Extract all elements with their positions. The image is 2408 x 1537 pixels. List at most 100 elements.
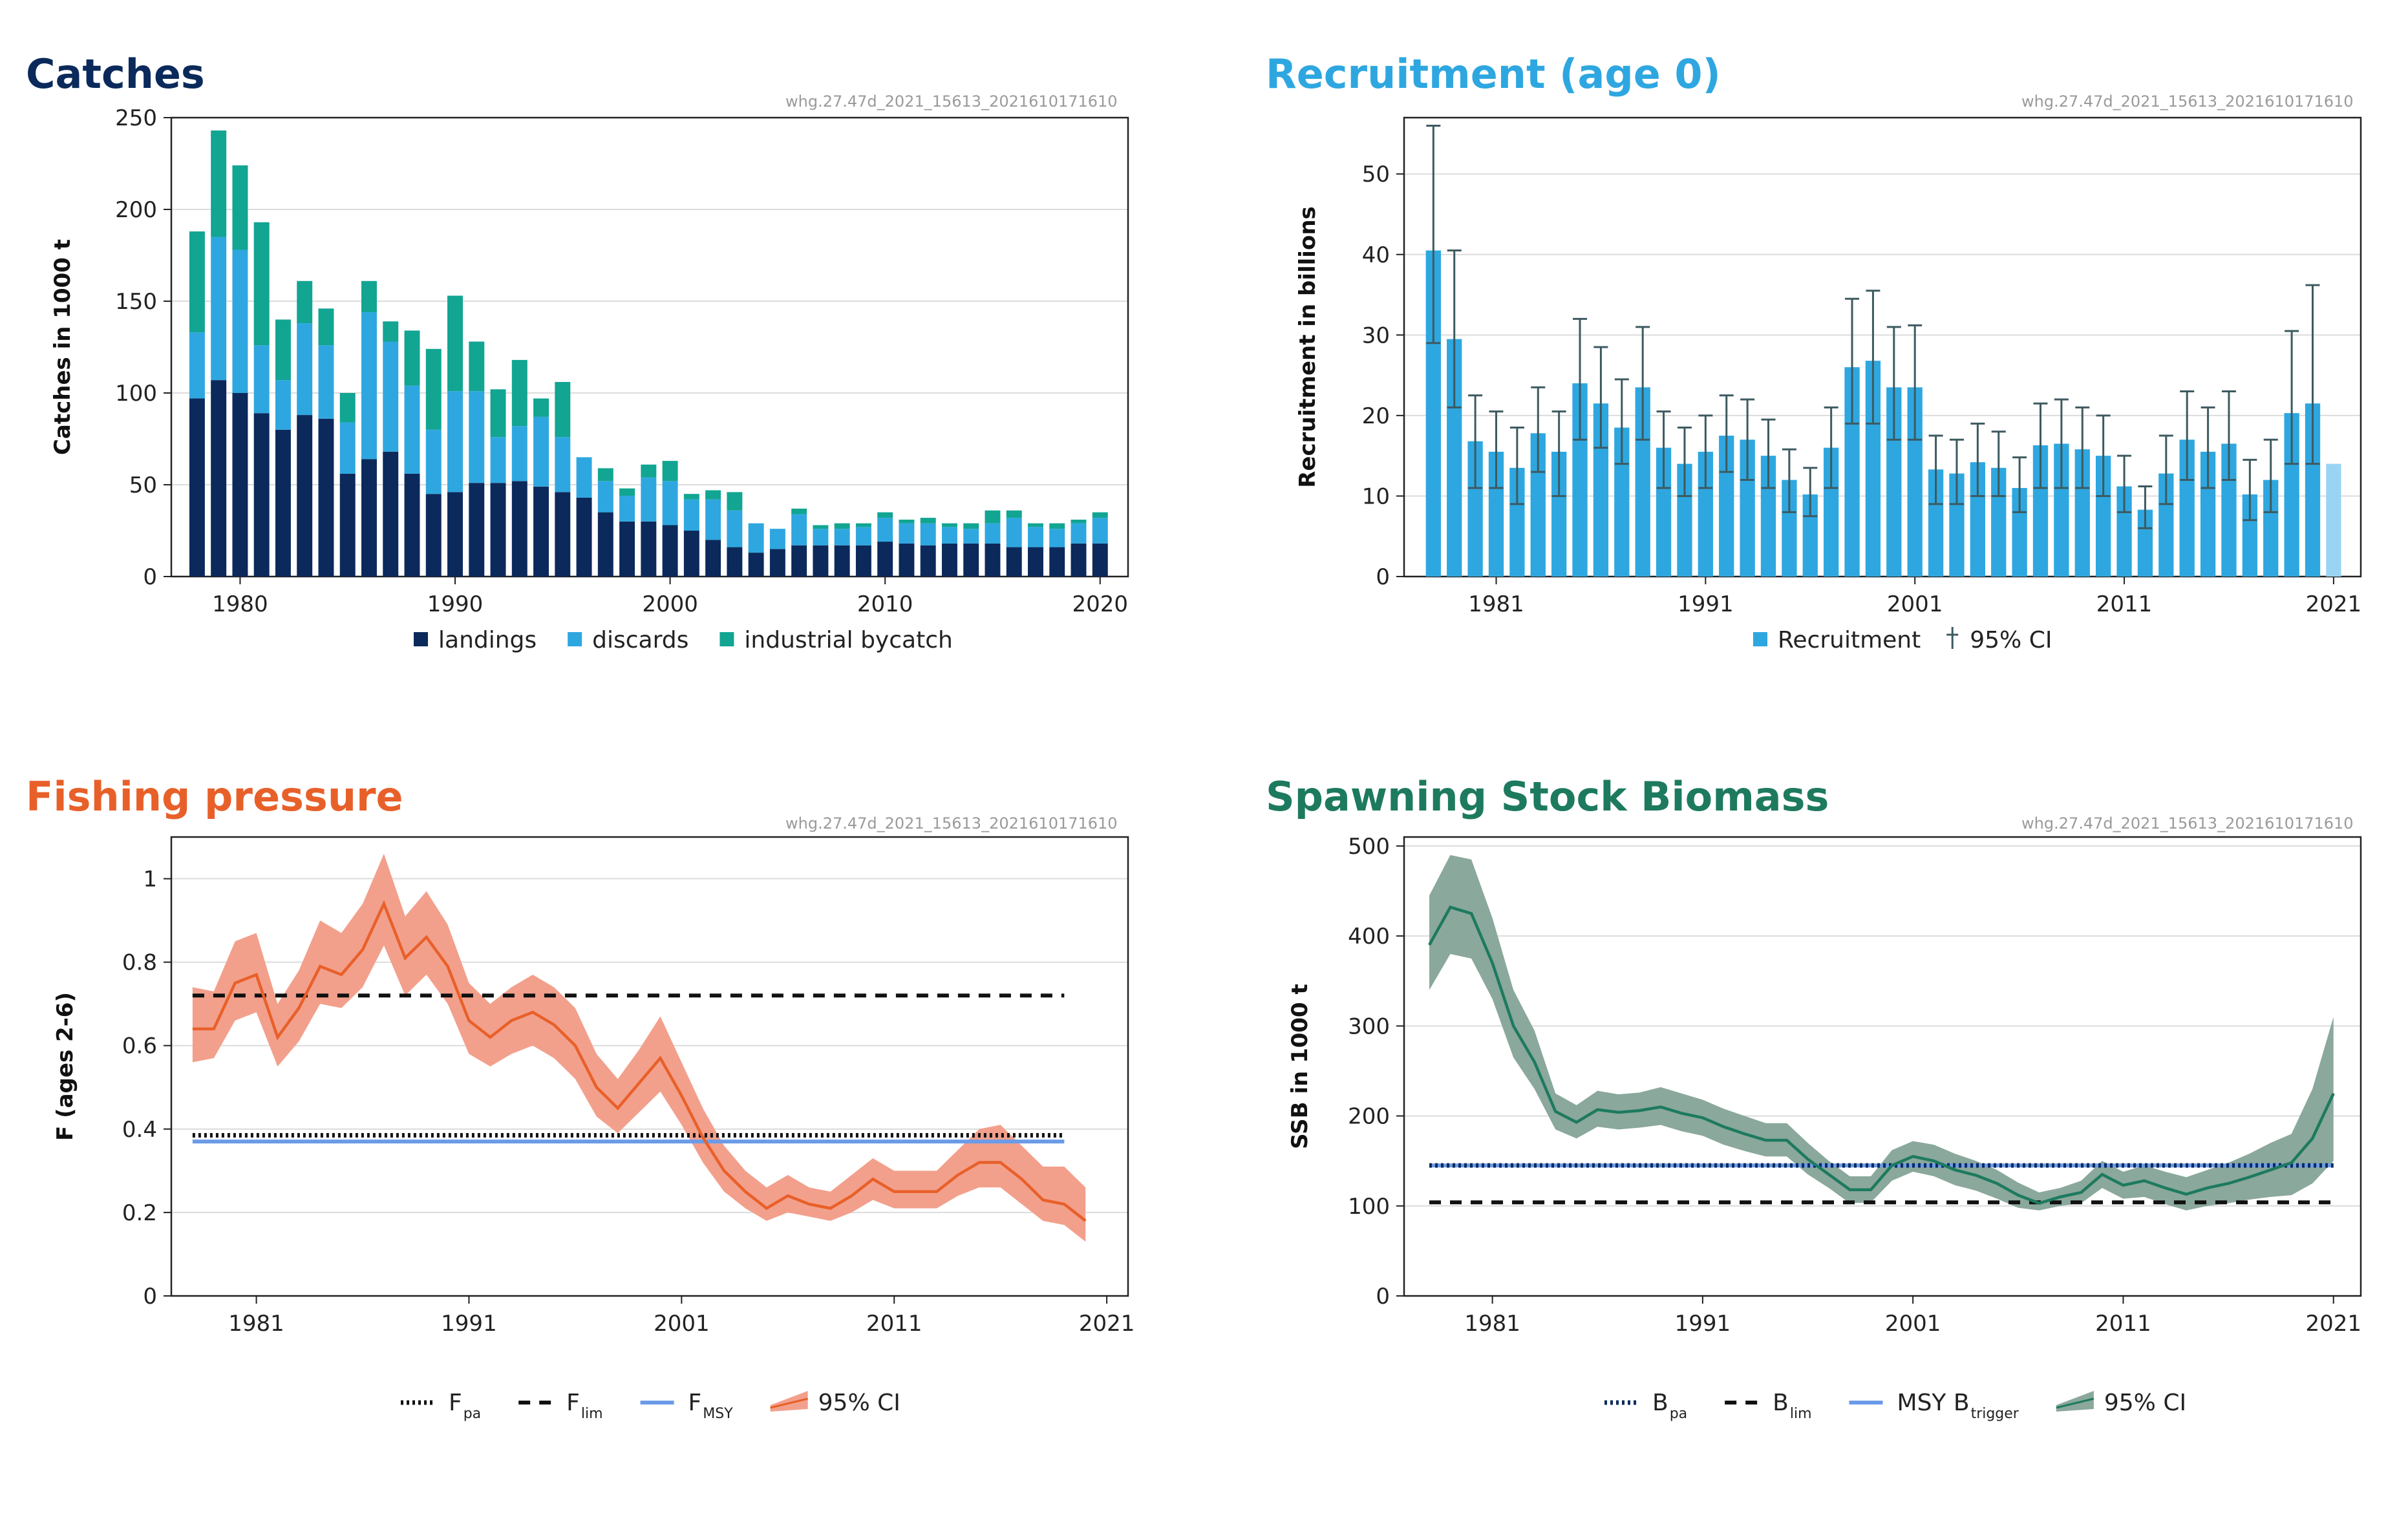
catches-y-tick-label: 50 bbox=[129, 472, 157, 498]
fishing-x-tick-label: 2011 bbox=[866, 1311, 922, 1337]
catches-bar-landings bbox=[1028, 547, 1043, 577]
fishing-panel: Fishing pressure whg.27.47d_2021_15613_2… bbox=[0, 763, 1204, 1537]
catches-bar-landings bbox=[597, 512, 613, 577]
ssb-y-tick-label: 200 bbox=[1348, 1104, 1390, 1130]
recruitment-bar bbox=[1991, 467, 2007, 577]
fishing-legend-ci-line bbox=[770, 1397, 809, 1409]
catches-bar-landings bbox=[727, 547, 743, 577]
ssb-legend-subscript: lim bbox=[1790, 1406, 1812, 1422]
catches-bar-industrial-bycatch bbox=[1006, 510, 1022, 518]
catches-bar-industrial-bycatch bbox=[813, 525, 829, 529]
catches-bar-discards bbox=[361, 312, 377, 460]
fishing-y-tick-label: 1 bbox=[143, 867, 157, 893]
catches-bar-discards bbox=[533, 416, 549, 487]
catches-panel: Catches whg.27.47d_2021_15613_2021610171… bbox=[0, 0, 1204, 763]
ssb-plot-frame bbox=[1403, 836, 2362, 1297]
fishing-title: Fishing pressure bbox=[26, 773, 403, 820]
recruitment-bar bbox=[2012, 487, 2027, 577]
catches-bar-landings bbox=[511, 481, 527, 577]
catches-bar-discards bbox=[985, 523, 1001, 544]
catches-bar-industrial-bycatch bbox=[383, 321, 399, 342]
catches-bar-industrial-bycatch bbox=[318, 308, 334, 346]
catches-bar-industrial-bycatch bbox=[855, 523, 871, 527]
catches-bar-landings bbox=[899, 543, 915, 577]
ssb-x-tick-label: 2001 bbox=[1885, 1311, 1941, 1337]
fishing-chart: 0 0.2 0.4 0.6 0.8 1 1981 1991 2001 2011 2021 F (age… bbox=[52, 836, 1135, 1422]
catches-bar-discards bbox=[1028, 527, 1043, 547]
recruitment-bar bbox=[1740, 440, 1755, 577]
catches-bar-discards bbox=[339, 422, 356, 474]
ssb-legend-subscript: trigger bbox=[1971, 1406, 2019, 1422]
fishing-y-tick-label: 0.4 bbox=[122, 1117, 157, 1143]
catches-bar-discards bbox=[834, 529, 850, 546]
catches-stock-id: whg.27.47d_2021_15613_2021610171610 bbox=[785, 92, 1118, 111]
catches-bar-industrial-bycatch bbox=[232, 165, 248, 250]
catches-bar-discards bbox=[490, 437, 506, 483]
catches-bar-landings bbox=[641, 521, 657, 577]
catches-x-tick-label: 1990 bbox=[427, 591, 484, 617]
catches-bar-landings bbox=[253, 413, 270, 577]
catches-bar-discards bbox=[297, 323, 313, 416]
ssb-legend-subscript: pa bbox=[1670, 1406, 1687, 1422]
catches-bar-discards bbox=[855, 527, 871, 546]
recruitment-bar bbox=[1886, 387, 1902, 577]
recruitment-bar bbox=[1760, 456, 1776, 577]
catches-bar-landings bbox=[1071, 543, 1087, 577]
recruitment-bar bbox=[2137, 509, 2153, 577]
catches-bar-discards bbox=[232, 249, 248, 393]
recruitment-plot-frame bbox=[1403, 116, 2362, 578]
recruitment-bar bbox=[2032, 445, 2049, 577]
fishing-legend-subscript: MSY bbox=[703, 1406, 733, 1422]
recruitment-bar bbox=[1719, 436, 1734, 577]
catches-bar-discards bbox=[1071, 523, 1087, 544]
recruitment-bar bbox=[1782, 480, 1797, 577]
catches-bar-discards bbox=[318, 345, 334, 419]
catches-y-axis-label: Catches in 1000 t bbox=[50, 239, 76, 455]
recruitment-y-axis-label: Recruitment in billions bbox=[1295, 206, 1321, 488]
ssb-y-axis-label: SSB in 1000 t bbox=[1287, 984, 1313, 1149]
catches-bar-landings bbox=[985, 543, 1001, 577]
catches-x-tick-label: 2000 bbox=[642, 591, 698, 617]
fishing-legend-ci-swatch bbox=[770, 1391, 808, 1412]
catches-legend-label: landings bbox=[438, 627, 537, 653]
ssb-legend-label: B bbox=[1773, 1390, 1789, 1416]
recruitment-stock-id: whg.27.47d_2021_15613_2021610171610 bbox=[2021, 92, 2354, 111]
catches-bar-landings bbox=[769, 549, 785, 577]
catches-y-tick-label: 0 bbox=[143, 564, 157, 590]
catches-bar-discards bbox=[662, 481, 678, 525]
ssb-estimate-line bbox=[1428, 905, 2335, 1205]
recruitment-bar bbox=[2116, 486, 2132, 577]
catches-bar-landings bbox=[576, 497, 592, 577]
catches-y-tick-label: 250 bbox=[115, 105, 157, 131]
catches-bar-industrial-bycatch bbox=[275, 319, 291, 381]
recruitment-bar bbox=[2221, 443, 2237, 577]
ssb-title: Spawning Stock Biomass bbox=[1266, 773, 1829, 820]
catches-bar-industrial-bycatch bbox=[641, 464, 657, 478]
catches-bar-industrial-bycatch bbox=[920, 518, 936, 524]
ssb-y-tick-label: 300 bbox=[1348, 1013, 1390, 1039]
recruitment-bar bbox=[1677, 463, 1692, 577]
catches-legend-swatch bbox=[568, 632, 582, 646]
catches-bar-landings bbox=[662, 525, 678, 577]
fishing-x-tick-label: 2001 bbox=[654, 1311, 710, 1337]
catches-bar-industrial-bycatch bbox=[404, 330, 420, 386]
recruitment-panel: Recruitment (age 0) whg.27.47d_2021_1561… bbox=[1204, 0, 2408, 763]
catches-bar-landings bbox=[533, 486, 549, 577]
recruitment-bar bbox=[1928, 469, 1944, 577]
catches-bar-landings bbox=[339, 473, 356, 577]
catches-bar-landings bbox=[361, 459, 377, 577]
recruitment-bar bbox=[1488, 451, 1504, 577]
fishing-ci-band bbox=[192, 853, 1086, 1242]
catches-bar-discards bbox=[189, 332, 205, 399]
catches-bar-discards bbox=[769, 529, 785, 549]
recruitment-bar bbox=[2200, 451, 2216, 577]
catches-bar-discards bbox=[727, 510, 743, 547]
catches-bar-industrial-bycatch bbox=[297, 281, 313, 324]
fishing-y-tick-label: 0.6 bbox=[122, 1034, 157, 1059]
catches-bar-industrial-bycatch bbox=[727, 492, 743, 511]
catches-bar-industrial-bycatch bbox=[1092, 512, 1108, 518]
fishing-y-tick-label: 0.2 bbox=[122, 1200, 157, 1226]
fishing-y-axis-label: F (ages 2-6) bbox=[52, 992, 78, 1141]
recruitment-bar bbox=[1949, 473, 1965, 577]
catches-bar-discards bbox=[275, 380, 291, 430]
